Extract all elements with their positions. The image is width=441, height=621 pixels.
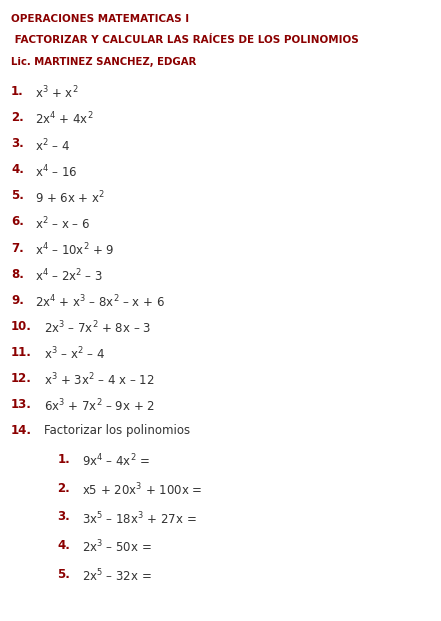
Text: x$^3$ + 3x$^2$ – 4 x – 12: x$^3$ + 3x$^2$ – 4 x – 12 — [44, 372, 155, 389]
Text: 2x$^5$ – 32x =: 2x$^5$ – 32x = — [82, 568, 151, 584]
Text: 1.: 1. — [11, 85, 24, 98]
Text: 3.: 3. — [11, 137, 24, 150]
Text: 2x$^3$ – 50x =: 2x$^3$ – 50x = — [82, 539, 151, 556]
Text: 2.: 2. — [11, 111, 24, 124]
Text: x5 + 20x$^3$ + 100x =: x5 + 20x$^3$ + 100x = — [82, 481, 202, 498]
Text: x$^2$ – 4: x$^2$ – 4 — [35, 137, 70, 154]
Text: Lic. MARTINEZ SANCHEZ, EDGAR: Lic. MARTINEZ SANCHEZ, EDGAR — [11, 57, 196, 67]
Text: Factorizar los polinomios: Factorizar los polinomios — [44, 424, 190, 437]
Text: 8.: 8. — [11, 268, 24, 281]
Text: 9x$^4$ – 4x$^2$ =: 9x$^4$ – 4x$^2$ = — [82, 453, 149, 469]
Text: 13.: 13. — [11, 398, 32, 411]
Text: x$^4$ – 16: x$^4$ – 16 — [35, 163, 78, 180]
Text: 2x$^4$ + x$^3$ – 8x$^2$ – x + 6: 2x$^4$ + x$^3$ – 8x$^2$ – x + 6 — [35, 294, 165, 310]
Text: 7.: 7. — [11, 242, 24, 255]
Text: x$^3$ + x$^2$: x$^3$ + x$^2$ — [35, 85, 79, 102]
Text: 2.: 2. — [57, 481, 70, 494]
Text: 9.: 9. — [11, 294, 24, 307]
Text: 6x$^3$ + 7x$^2$ – 9x + 2: 6x$^3$ + 7x$^2$ – 9x + 2 — [44, 398, 155, 415]
Text: 9 + 6x + x$^2$: 9 + 6x + x$^2$ — [35, 189, 105, 206]
Text: 12.: 12. — [11, 372, 32, 385]
Text: 3.: 3. — [57, 510, 70, 524]
Text: 14.: 14. — [11, 424, 32, 437]
Text: 5.: 5. — [11, 189, 24, 202]
Text: x$^3$ – x$^2$ – 4: x$^3$ – x$^2$ – 4 — [44, 346, 105, 363]
Text: 3x$^5$ – 18x$^3$ + 27x =: 3x$^5$ – 18x$^3$ + 27x = — [82, 510, 196, 527]
Text: 10.: 10. — [11, 320, 32, 333]
Text: x$^4$ – 10x$^2$ + 9: x$^4$ – 10x$^2$ + 9 — [35, 242, 115, 258]
Text: x$^2$ – x – 6: x$^2$ – x – 6 — [35, 215, 90, 232]
Text: 2x$^3$ – 7x$^2$ + 8x – 3: 2x$^3$ – 7x$^2$ + 8x – 3 — [44, 320, 151, 337]
Text: x$^4$ – 2x$^2$ – 3: x$^4$ – 2x$^2$ – 3 — [35, 268, 103, 284]
Text: 5.: 5. — [57, 568, 70, 581]
Text: 4.: 4. — [57, 539, 70, 552]
Text: 11.: 11. — [11, 346, 32, 359]
Text: 6.: 6. — [11, 215, 24, 229]
Text: 2x$^4$ + 4x$^2$: 2x$^4$ + 4x$^2$ — [35, 111, 94, 128]
Text: 1.: 1. — [57, 453, 70, 466]
Text: FACTORIZAR Y CALCULAR LAS RAÍCES DE LOS POLINOMIOS: FACTORIZAR Y CALCULAR LAS RAÍCES DE LOS … — [11, 35, 359, 45]
Text: 4.: 4. — [11, 163, 24, 176]
Text: OPERACIONES MATEMATICAS I: OPERACIONES MATEMATICAS I — [11, 14, 189, 24]
